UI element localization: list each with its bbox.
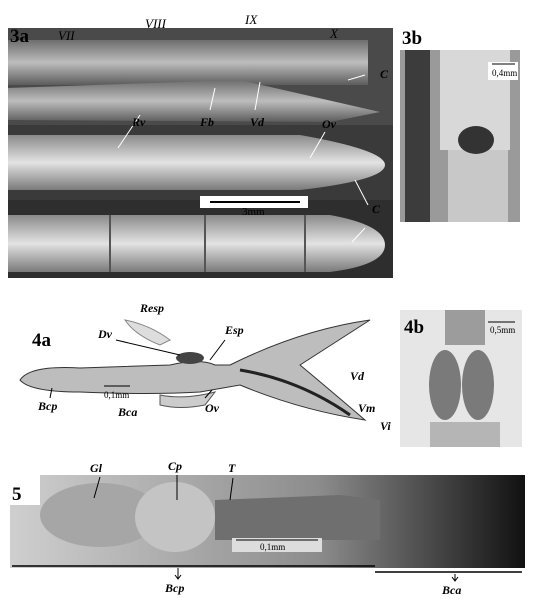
- annotation: Dv: [97, 327, 113, 341]
- annotation: C: [380, 67, 389, 81]
- annotation: Vm: [358, 401, 375, 415]
- photo-4a: [19, 319, 371, 421]
- annotation: X: [329, 26, 339, 41]
- scale-label: 0,5mm: [490, 325, 515, 335]
- annotation: Bca: [441, 583, 461, 597]
- photo-3a: [8, 28, 393, 278]
- annotation: Bcp: [164, 581, 184, 595]
- scale-label: 3mm: [242, 206, 265, 218]
- scale-label: 0,1mm: [104, 390, 129, 400]
- annotation: Vd: [250, 115, 265, 129]
- annotation: Cp: [168, 459, 182, 473]
- annotation: T: [228, 461, 236, 475]
- annotation: Rv: [131, 115, 146, 129]
- annotation: Resp: [139, 301, 164, 315]
- scale-label: 0,4mm: [492, 68, 517, 78]
- panel-label: 3b: [402, 28, 422, 49]
- photo-5: [10, 475, 525, 582]
- pointers: [117, 74, 369, 243]
- annotation: C: [372, 202, 381, 216]
- annotation: Esp: [224, 323, 244, 337]
- photo-4b: [400, 310, 522, 447]
- annotation: VII: [58, 28, 75, 43]
- annotation: Ov: [205, 401, 220, 415]
- annotation: Bcp: [37, 399, 57, 413]
- annotation: Bca: [117, 405, 137, 419]
- annotation: Ov: [322, 117, 337, 131]
- pointers-4a: [49, 339, 234, 501]
- photo-3b: [400, 50, 520, 222]
- panel-label: 5: [12, 484, 22, 505]
- annotation: Gl: [90, 461, 103, 475]
- annotation: Vd: [350, 369, 365, 383]
- annotation: Vi: [380, 419, 391, 433]
- scale-label: 0,1mm: [260, 542, 285, 552]
- annotation: IX: [244, 12, 258, 27]
- panel-label: 4b: [404, 317, 424, 338]
- annotation: Fb: [199, 115, 214, 129]
- annotation: VIII: [145, 16, 167, 31]
- panel-label: 3a: [10, 26, 30, 47]
- panel-label: 4a: [32, 330, 52, 351]
